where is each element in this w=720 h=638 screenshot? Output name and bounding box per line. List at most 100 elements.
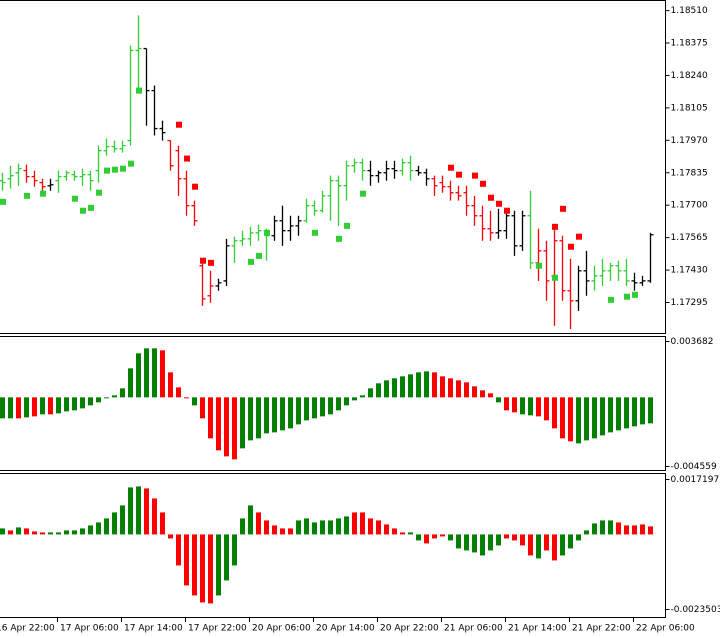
histogram-bar xyxy=(56,397,61,414)
signal-dot xyxy=(96,189,102,196)
histogram-bar xyxy=(256,397,261,439)
histogram-bar xyxy=(584,397,589,441)
x-tick-label: 20 Apr 06:00 xyxy=(252,624,311,634)
signal-dot xyxy=(80,207,86,214)
x-tick-label: 21 Apr 22:00 xyxy=(572,624,631,634)
histogram-bar xyxy=(40,532,45,535)
histogram-bar xyxy=(384,524,389,535)
histogram-bar xyxy=(544,397,549,421)
histogram-bar xyxy=(32,531,37,535)
histogram-bar xyxy=(192,397,197,406)
signal-dot xyxy=(128,160,134,167)
x-tick-label: 21 Apr 06:00 xyxy=(444,624,503,634)
histogram-bar xyxy=(400,376,405,398)
histogram-bar xyxy=(224,534,229,581)
histogram-bar xyxy=(136,486,141,535)
histogram-bar xyxy=(512,397,517,413)
histogram-bar xyxy=(576,397,581,444)
histogram-bar xyxy=(344,397,349,406)
histogram-bar xyxy=(136,353,141,398)
signal-dot xyxy=(488,194,494,201)
signal-dot xyxy=(24,192,30,199)
x-tick-label: 16 Apr 22:00 xyxy=(0,624,55,634)
histogram-bar xyxy=(536,397,541,417)
histogram-bar xyxy=(304,518,309,535)
histogram-bar xyxy=(624,397,629,429)
histogram-bar xyxy=(360,395,365,398)
histogram-bar xyxy=(424,371,429,398)
histogram-bar xyxy=(88,397,93,406)
histogram-bar xyxy=(328,397,333,415)
histogram-bar xyxy=(120,388,125,398)
histogram-bar xyxy=(448,534,453,541)
histogram-bar xyxy=(184,397,189,399)
x-tick-label: 20 Apr 22:00 xyxy=(380,624,439,634)
y-tick-label: -0.0023503 xyxy=(671,605,720,615)
histogram-bar xyxy=(160,350,165,398)
histogram-bar xyxy=(64,530,69,535)
histogram-bar xyxy=(528,397,533,416)
y-tick-label: 1.17565 xyxy=(671,233,708,243)
signal-dot xyxy=(176,121,182,128)
histogram-bar xyxy=(288,397,293,429)
histogram-bar xyxy=(504,397,509,411)
signal-dot xyxy=(88,204,94,211)
histogram-bar xyxy=(296,520,301,535)
indicator-panel-frame xyxy=(0,336,666,471)
histogram-bar xyxy=(432,372,437,398)
histogram-bar xyxy=(48,532,53,535)
signal-dot xyxy=(608,296,614,303)
histogram-bar xyxy=(232,397,237,460)
histogram-bar xyxy=(528,534,533,556)
signal-dot xyxy=(40,190,46,197)
histogram-bar xyxy=(512,534,517,541)
histogram-bar xyxy=(144,348,149,398)
histogram-bar xyxy=(472,386,477,398)
histogram-bar xyxy=(584,530,589,535)
histogram-bar xyxy=(360,512,365,535)
histogram-bar xyxy=(144,488,149,535)
signal-dot xyxy=(560,205,566,212)
histogram-bar xyxy=(344,516,349,535)
histogram-bar xyxy=(280,528,285,535)
histogram-bar xyxy=(592,523,597,535)
histogram-bar xyxy=(40,397,45,415)
histogram-bar xyxy=(0,397,5,419)
signal-dot xyxy=(192,183,198,190)
histogram-bar xyxy=(368,388,373,398)
histogram-bar xyxy=(120,505,125,535)
y-tick-label: 1.17430 xyxy=(671,266,708,276)
signal-dot xyxy=(200,257,206,264)
signal-dot xyxy=(568,243,574,250)
histogram-bar xyxy=(8,397,13,419)
y-tick-label: 1.17835 xyxy=(671,168,708,178)
histogram-bar xyxy=(264,520,269,535)
histogram-bar xyxy=(392,528,397,535)
histogram-bar xyxy=(640,524,645,535)
histogram-bar xyxy=(160,512,165,535)
histogram-bar xyxy=(48,397,53,415)
histogram-bar xyxy=(264,397,269,434)
histogram-bar xyxy=(8,530,13,535)
histogram-bar xyxy=(32,397,37,417)
signal-dot xyxy=(552,223,558,230)
y-tick-label: 1.17970 xyxy=(671,136,708,146)
x-tick-label: 21 Apr 14:00 xyxy=(508,624,567,634)
histogram-bar xyxy=(320,397,325,417)
histogram-bar xyxy=(112,512,117,535)
signal-dot xyxy=(112,166,118,173)
signal-dot xyxy=(480,180,486,187)
histogram-bar xyxy=(200,397,205,419)
signal-dot xyxy=(504,207,510,214)
histogram-bar xyxy=(352,397,357,401)
histogram-bar xyxy=(176,387,181,398)
histogram-bar xyxy=(424,534,429,544)
indicator-panel-frame xyxy=(0,473,666,618)
histogram-bar xyxy=(104,518,109,535)
histogram-bar xyxy=(576,534,581,541)
y-tick-label: 1.18510 xyxy=(671,6,708,16)
histogram-bar xyxy=(616,522,621,535)
histogram-bar xyxy=(376,383,381,398)
